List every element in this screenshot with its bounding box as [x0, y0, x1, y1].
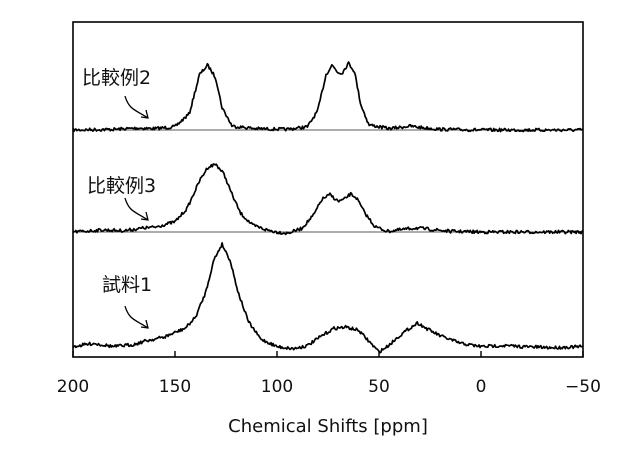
- pointer-arrow: [125, 306, 148, 328]
- spectrum-trace: [73, 243, 583, 353]
- x-tick-label: 0: [476, 377, 487, 397]
- x-ticks: 200 150 100 50 0 −50: [57, 351, 601, 397]
- x-axis-title: Chemical Shifts [ppm]: [228, 416, 428, 437]
- x-tick-label: 200: [57, 377, 89, 397]
- pointer-arrow: [125, 96, 148, 118]
- traces: 比較例2 比較例3 試料1: [73, 62, 583, 353]
- trace-label: 試料1: [102, 274, 152, 296]
- x-tick-label: −50: [565, 377, 601, 397]
- x-tick-label: 150: [159, 377, 191, 397]
- trace-label: 比較例2: [82, 67, 151, 89]
- x-tick-label: 50: [368, 377, 390, 397]
- pointer-arrow: [125, 198, 148, 220]
- trace-label: 比較例3: [87, 175, 156, 197]
- x-tick-label: 100: [261, 377, 293, 397]
